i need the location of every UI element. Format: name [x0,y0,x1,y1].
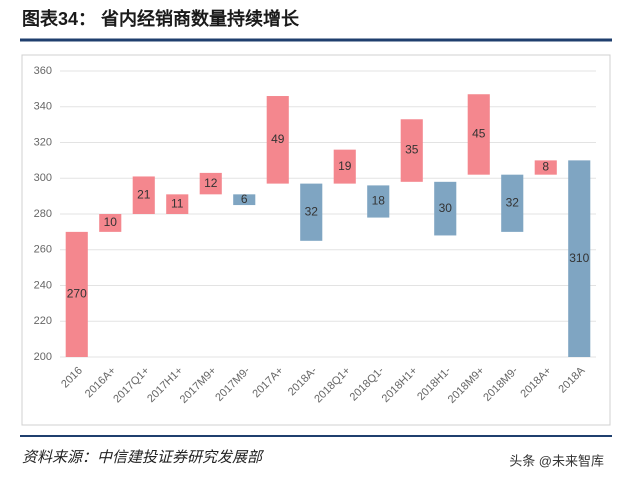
x-tick-label: 2018A [556,364,587,395]
y-tick-label: 320 [34,136,52,148]
x-tick-label: 2018M9+ [446,365,487,406]
data-label: 310 [569,251,589,265]
bar [166,194,189,214]
data-label: 19 [338,159,352,173]
y-tick-label: 200 [34,351,52,363]
bar [266,96,289,184]
x-tick-label: 2017M9- [213,364,252,403]
data-label: 49 [271,132,285,146]
data-label: 32 [506,195,520,209]
data-label: 270 [67,287,87,301]
data-label: 32 [305,204,319,218]
data-label: 11 [171,196,184,210]
bar [333,149,356,184]
bar [467,94,490,175]
y-tick-label: 220 [34,315,52,327]
plot: 20022024026028030032034036020162702016A+… [34,65,596,406]
data-label: 18 [372,194,386,208]
title: 图表34： 省内经销商数量持续增长 [22,8,300,29]
y-tick-label: 240 [34,279,52,291]
y-tick-label: 300 [34,172,52,184]
data-label: 10 [104,215,118,229]
x-tick-label: 2016 [59,365,85,391]
bar [199,172,222,195]
y-tick-label: 360 [34,65,52,77]
y-tick-label: 280 [34,208,52,220]
watermark: 头条 @未来智库 [509,453,604,468]
data-label: 21 [137,187,151,201]
data-label: 6 [241,192,248,206]
x-tick-label: 2017Q1+ [111,365,152,406]
data-label: 12 [204,176,218,190]
bar [65,231,88,357]
x-tick-label: 2017M9+ [178,365,219,406]
data-label: 30 [439,201,453,215]
bar [367,185,390,218]
chart-frame [21,54,611,426]
bar [434,181,457,236]
bar [400,119,423,182]
bar [501,174,524,232]
y-tick-label: 340 [34,101,52,113]
data-label: 45 [472,127,486,141]
y-tick-label: 260 [34,244,52,256]
bar [132,176,155,214]
bar [233,194,256,206]
bar [568,160,591,357]
x-tick-label: 2017A+ [250,365,286,401]
x-tick-label: 2018A+ [518,365,554,401]
bar [99,214,122,232]
x-tick-label: 2018M9- [481,364,520,403]
x-tick-label: 2018Q1+ [312,365,353,406]
bar [534,160,557,175]
data-label: 8 [542,160,549,174]
data-label: 35 [405,143,419,157]
source: 资料来源：中信建投证券研究发展部 [22,449,265,466]
bar [300,183,323,241]
x-tick-label: 2018H1+ [380,365,420,405]
